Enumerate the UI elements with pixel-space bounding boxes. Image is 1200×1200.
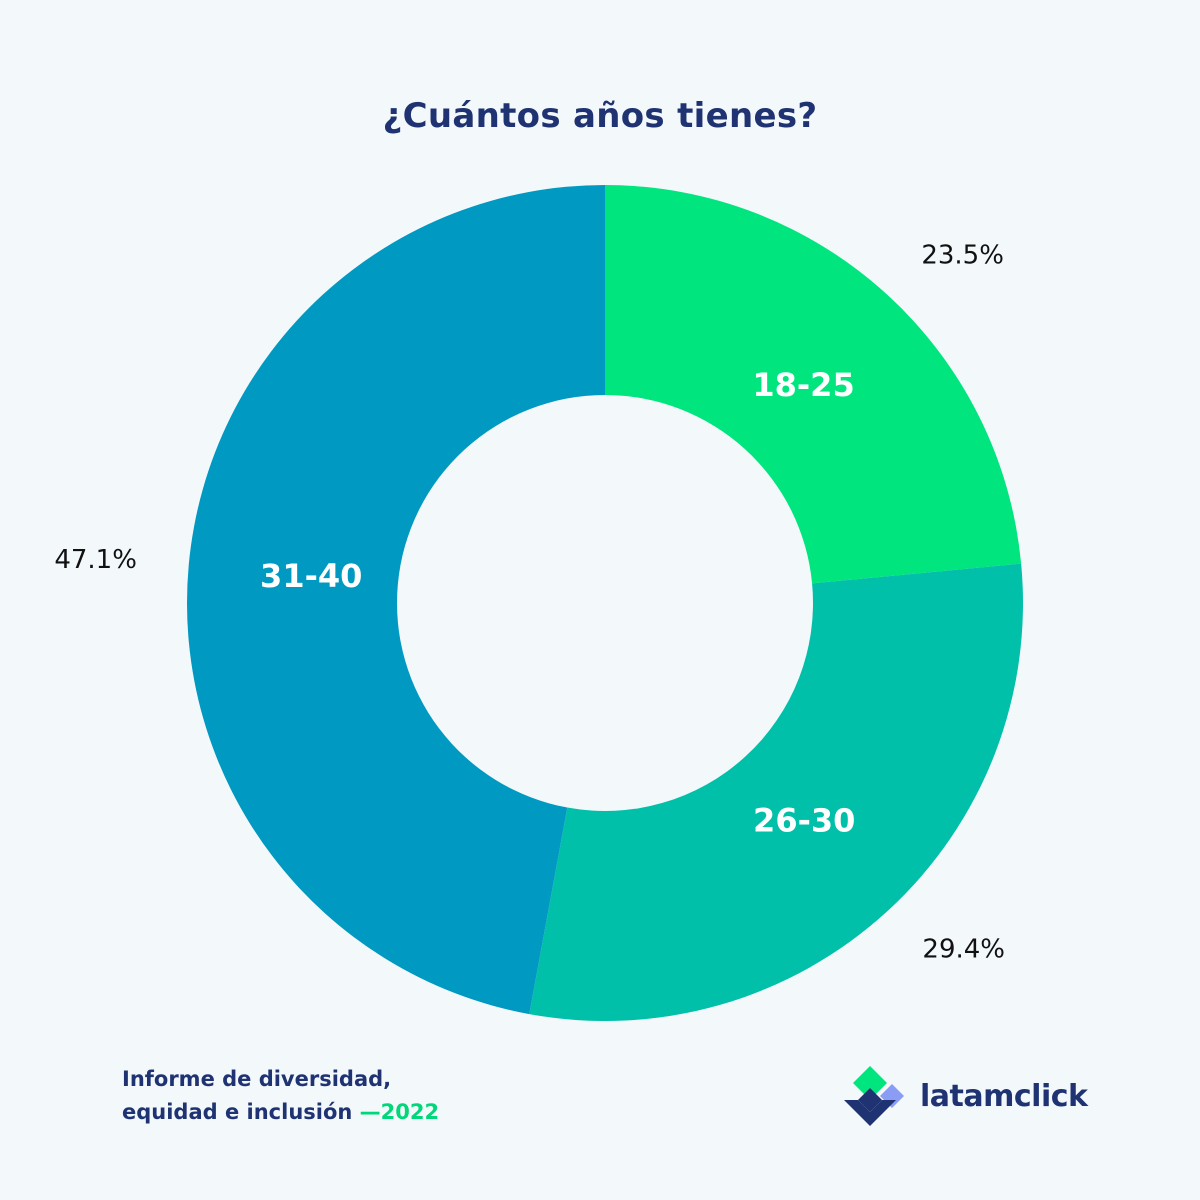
slice-26-30: [529, 563, 1023, 1021]
report-caption: Informe de diversidad, equidad e inclusi…: [122, 1063, 439, 1129]
report-year: —2022: [359, 1100, 440, 1124]
brand-logo: latamclick: [842, 1064, 1088, 1128]
report-caption-line2-text: equidad e inclusión: [122, 1100, 360, 1124]
slice-label-18-25: 18-25: [752, 366, 854, 404]
slice-31-40: [187, 185, 606, 1015]
chart-title: ¿Cuántos años tienes?: [382, 96, 818, 136]
report-caption-line1: Informe de diversidad,: [122, 1067, 392, 1091]
brand-name: latamclick: [920, 1078, 1088, 1114]
value-label-18-25: 23.5%: [921, 240, 1004, 270]
latamclick-logo-icon: [844, 1066, 904, 1126]
slice-label-26-30: 26-30: [753, 802, 855, 840]
slice-18-25: [605, 185, 1022, 584]
value-label-26-30: 29.4%: [922, 935, 1005, 965]
value-label-31-40: 47.1%: [54, 545, 137, 575]
slice-label-31-40: 31-40: [260, 557, 362, 595]
report-caption-line2: equidad e inclusión —2022: [122, 1096, 439, 1129]
